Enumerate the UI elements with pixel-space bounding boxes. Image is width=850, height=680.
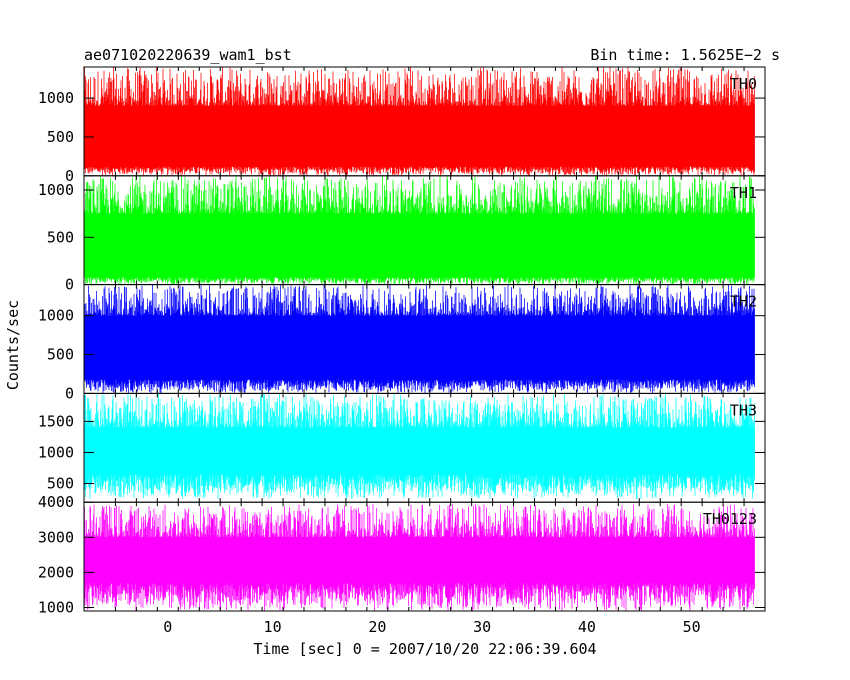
y-tick-label: 1000 <box>38 307 74 325</box>
y-tick-label: 1000 <box>38 598 74 616</box>
y-tick-label: 4000 <box>38 493 74 511</box>
panel-label: TH0 <box>730 75 757 93</box>
y-tick-label: 500 <box>47 346 74 364</box>
series-band-th0123 <box>84 537 755 583</box>
x-tick-label: 30 <box>473 618 491 636</box>
panel-th0123: 1000 2000 3000 4000 TH0123 <box>38 493 766 616</box>
bin-time-label: Bin time: 1.5625E−2 s <box>590 46 780 64</box>
panel-label: TH2 <box>730 293 757 311</box>
y-tick-label: 1000 <box>38 181 74 199</box>
series-band-th2 <box>84 315 755 380</box>
chart-title: ae071020220639_wam1_bst <box>84 46 292 64</box>
panel-label: TH0123 <box>703 510 757 528</box>
y-tick-label: 0 <box>65 384 74 402</box>
panel-th3: 500 1000 1500 TH3 <box>38 392 766 503</box>
y-tick-label: 1000 <box>38 443 74 461</box>
panel-th0: 0 500 1000 TH0 <box>38 66 766 185</box>
y-tick-label: 1000 <box>38 89 74 107</box>
y-tick-label: 0 <box>65 167 74 185</box>
panel-frame <box>83 501 766 612</box>
y-tick-label: 500 <box>47 475 74 493</box>
series-band-th0 <box>84 105 755 167</box>
x-tick-label: 40 <box>578 618 596 636</box>
series-band-th1 <box>84 213 755 278</box>
panel-label: TH1 <box>730 184 757 202</box>
x-tick-label: 0 <box>163 618 172 636</box>
y-axis-label: Counts/sec <box>4 300 22 390</box>
panel-th1: 0 500 1000 TH1 <box>38 175 766 294</box>
y-tick-label: 500 <box>47 128 74 146</box>
y-tick-label: 0 <box>65 276 74 294</box>
y-tick-label: 500 <box>47 228 74 246</box>
x-axis-label: Time [sec] 0 = 2007/10/20 22:06:39.604 <box>253 640 596 658</box>
y-tick-label: 1500 <box>38 412 74 430</box>
panel-label: TH3 <box>730 401 757 419</box>
panel-th2: 0 500 1000 TH2 <box>38 284 766 402</box>
y-tick-label: 2000 <box>38 563 74 581</box>
y-tick-label: 3000 <box>38 528 74 546</box>
x-tick-label: 50 <box>683 618 701 636</box>
series-band-th3 <box>84 427 755 475</box>
x-tick-label: 20 <box>368 618 386 636</box>
x-tick-label: 10 <box>264 618 282 636</box>
